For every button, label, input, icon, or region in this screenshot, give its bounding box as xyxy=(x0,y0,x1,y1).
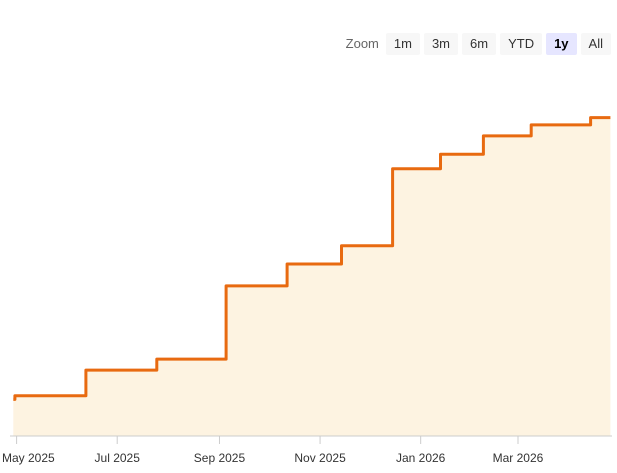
x-tick-label: Jul 2025 xyxy=(95,451,141,465)
series-area-fill xyxy=(13,117,611,436)
x-tick-label: Mar 2026 xyxy=(493,451,544,465)
x-tick-label: Jan 2026 xyxy=(396,451,446,465)
zoom-1y-button[interactable]: 1y xyxy=(546,33,577,55)
zoom-3m-button[interactable]: 3m xyxy=(423,33,459,55)
zoom-6m-button[interactable]: 6m xyxy=(462,33,497,55)
zoom-1m-button[interactable]: 1m xyxy=(385,33,420,55)
x-tick-label: Nov 2025 xyxy=(294,451,346,465)
x-axis-ticks: May 2025 Jul 2025 Sep 2025 Nov 2025 Jan 2026… xyxy=(2,436,544,465)
zoom-all-button[interactable]: All xyxy=(580,33,611,55)
zoom-ytd-button[interactable]: YTD xyxy=(500,33,543,55)
x-tick-label: Sep 2025 xyxy=(194,451,246,465)
range-selector: Zoom 1m 3m 6m YTD 1y All xyxy=(346,33,611,55)
zoom-label: Zoom xyxy=(345,36,379,51)
series-line xyxy=(13,116,611,401)
x-tick-label: May 2025 xyxy=(2,451,55,465)
